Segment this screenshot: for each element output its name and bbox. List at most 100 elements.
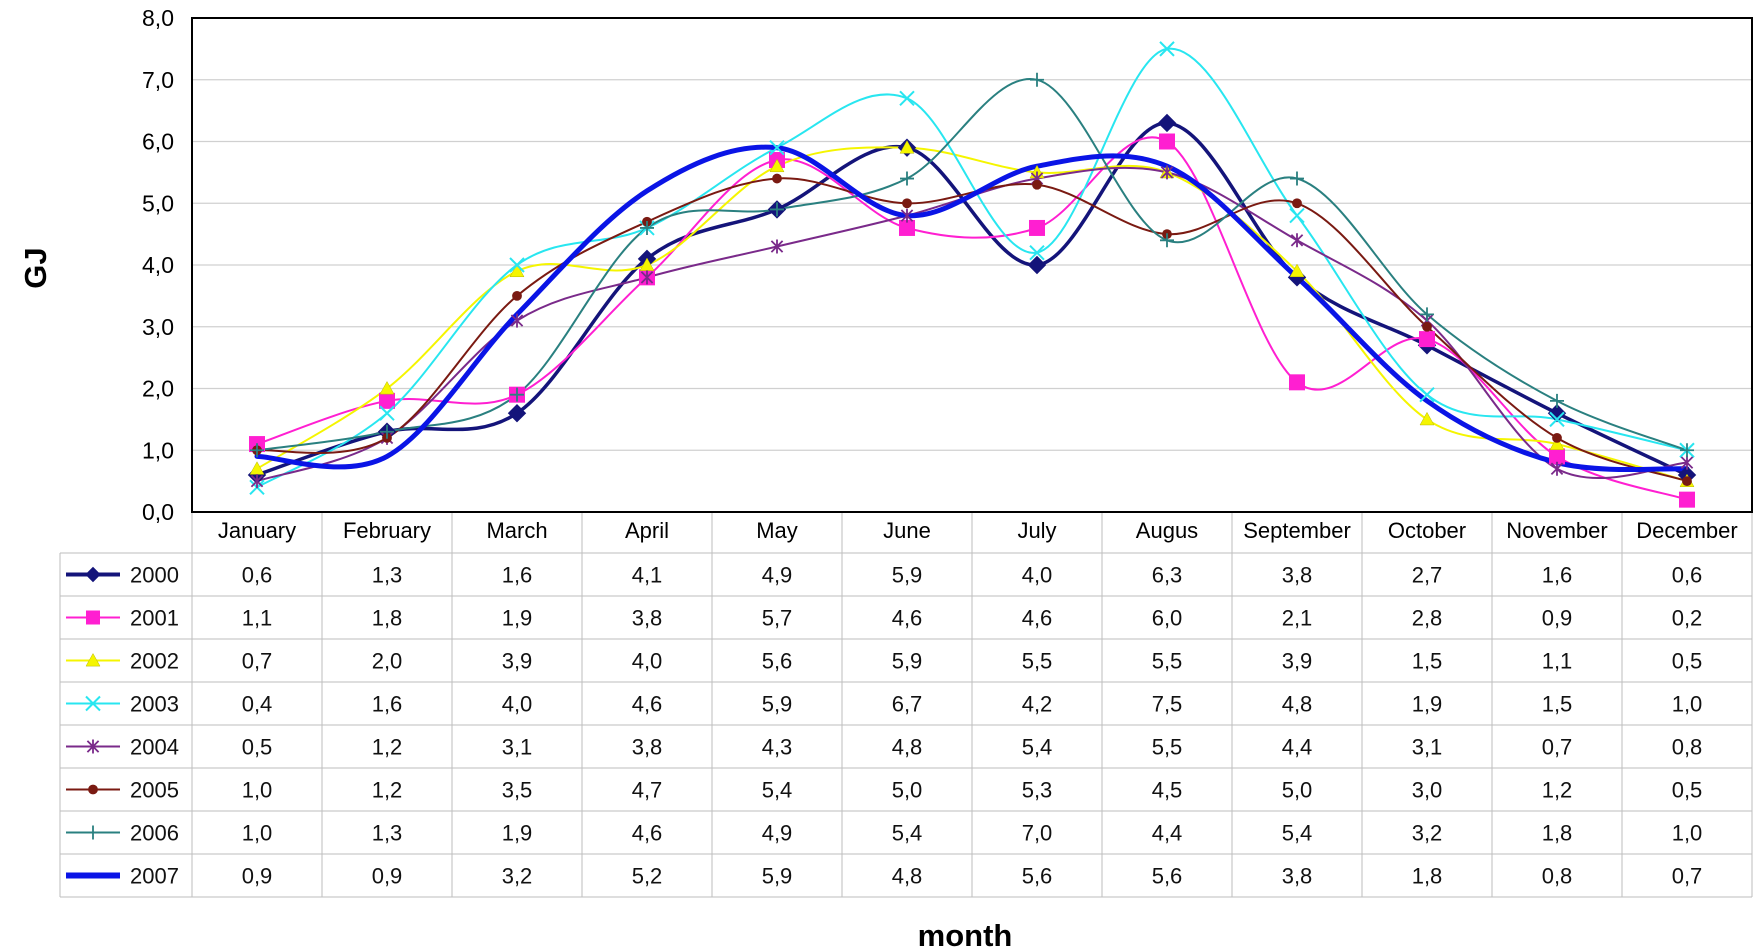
data-point-2006 [1290, 171, 1304, 186]
table-cell: 0,8 [1542, 864, 1573, 889]
data-point-2002 [379, 380, 395, 395]
y-tick-label: 8,0 [142, 5, 174, 31]
table-cell: 5,9 [892, 649, 923, 674]
table-cell: 3,5 [502, 778, 533, 803]
y-tick-label: 7,0 [142, 67, 174, 93]
data-point-2004 [770, 239, 784, 254]
table-cell: 5,4 [1282, 821, 1313, 846]
table-cell: 1,6 [502, 563, 533, 588]
data-point-2006 [510, 387, 524, 402]
category-label: March [486, 518, 547, 543]
table-cell: 3,2 [1412, 821, 1443, 846]
table-cell: 5,4 [762, 778, 793, 803]
data-point-2003 [1549, 411, 1565, 428]
data-point-2002 [899, 140, 915, 154]
table-cell: 4,4 [1282, 735, 1313, 760]
table-cell: 1,2 [372, 735, 403, 760]
data-point-2002 [1419, 411, 1435, 426]
table-cell: 1,8 [1542, 821, 1573, 846]
data-point-2005 [772, 173, 782, 184]
table-cell: 1,9 [1412, 692, 1443, 717]
table-cell: 5,0 [892, 778, 923, 803]
data-point-2000 [1547, 403, 1567, 423]
table-cell: 5,5 [1152, 735, 1183, 760]
data-point-2005 [1682, 476, 1692, 487]
table-cell: 1,6 [1542, 563, 1573, 588]
table-cell: 4,0 [1022, 563, 1053, 588]
series-line-2007 [254, 144, 1690, 473]
category-label: October [1388, 518, 1466, 543]
legend-key-marker-2005 [88, 784, 98, 795]
data-point-2003 [379, 405, 395, 421]
series-name-2005: 2005 [130, 778, 179, 803]
data-point-2003 [509, 257, 525, 273]
data-point-2004 [1160, 165, 1174, 180]
series-name-2000: 2000 [130, 563, 179, 588]
table-cell: 4,8 [892, 735, 923, 760]
data-point-2006 [900, 171, 914, 186]
table-cell: 0,9 [242, 864, 273, 889]
table-cell: 2,8 [1412, 606, 1443, 631]
data-point-2006 [1030, 72, 1044, 87]
table-cell: 3,9 [1282, 649, 1313, 674]
table-cell: 4,4 [1152, 821, 1183, 846]
data-point-2006 [1160, 233, 1174, 248]
data-point-2002 [1549, 436, 1565, 450]
table-cell: 5,9 [762, 692, 793, 717]
data-point-2005 [1292, 198, 1302, 209]
table-cell: 5,0 [1282, 778, 1313, 803]
data-point-2001 [899, 219, 915, 236]
category-label: May [756, 518, 798, 543]
series-markers [247, 41, 1697, 508]
table-cell: 0,2 [1672, 606, 1703, 631]
data-point-2005 [1422, 321, 1432, 332]
y-axis-title: GJ [18, 247, 53, 288]
data-point-2004 [1550, 461, 1564, 476]
data-point-2001 [1549, 448, 1565, 465]
table-cell: 0,9 [1542, 606, 1573, 631]
table-cell: 1,1 [242, 606, 273, 631]
category-label: November [1506, 518, 1607, 543]
legend-key-marker-2000 [85, 566, 101, 583]
y-tick-label: 5,0 [142, 190, 174, 216]
table-cell: 5,6 [1152, 864, 1183, 889]
y-tick-label: 3,0 [142, 314, 174, 340]
table-cell: 3,8 [1282, 864, 1313, 889]
table-cell: 1,8 [372, 606, 403, 631]
table-cell: 1,0 [242, 778, 273, 803]
x-axis-title: month [918, 918, 1013, 952]
data-point-2003 [899, 90, 915, 106]
data-point-2001 [1159, 133, 1175, 150]
table-cell: 6,7 [892, 692, 923, 717]
table-cell: 6,3 [1152, 563, 1183, 588]
table-cell: 1,6 [372, 692, 403, 717]
data-point-2006 [380, 424, 394, 439]
data-point-2005 [1552, 433, 1562, 443]
legend-key-marker-2006 [86, 825, 100, 840]
legend-key-marker-2001 [86, 610, 100, 625]
data-point-2004 [640, 270, 654, 285]
y-tick-label: 6,0 [142, 129, 174, 155]
table-cell: 3,8 [1282, 563, 1313, 588]
category-label: April [625, 518, 669, 543]
data-point-2004 [1680, 455, 1694, 470]
table-cell: 4,0 [632, 649, 663, 674]
table-cell: 1,9 [502, 606, 533, 631]
table-cell: 2,1 [1282, 606, 1313, 631]
table-cell: 3,9 [502, 649, 533, 674]
table-cell: 0,5 [1672, 778, 1703, 803]
data-point-2006 [250, 443, 264, 458]
table-cell: 5,6 [762, 649, 793, 674]
table-cell: 5,2 [632, 864, 663, 889]
series-name-2004: 2004 [130, 735, 179, 760]
table-cell: 5,9 [892, 563, 923, 588]
category-label: June [883, 518, 931, 543]
table-cell: 4,6 [632, 692, 663, 717]
table-cell: 0,9 [372, 864, 403, 889]
table-cell: 1,0 [1672, 692, 1703, 717]
table-cell: 4,5 [1152, 778, 1183, 803]
data-point-2000 [1027, 255, 1047, 275]
table-cell: 2,7 [1412, 563, 1443, 588]
data-table-rows: 2000 0,6 1,3 1,6 4,1 4,9 5,9 4,0 6,3 3,8 2,7 1,6 0,6… [66, 563, 1702, 889]
table-cell: 3,0 [1412, 778, 1443, 803]
